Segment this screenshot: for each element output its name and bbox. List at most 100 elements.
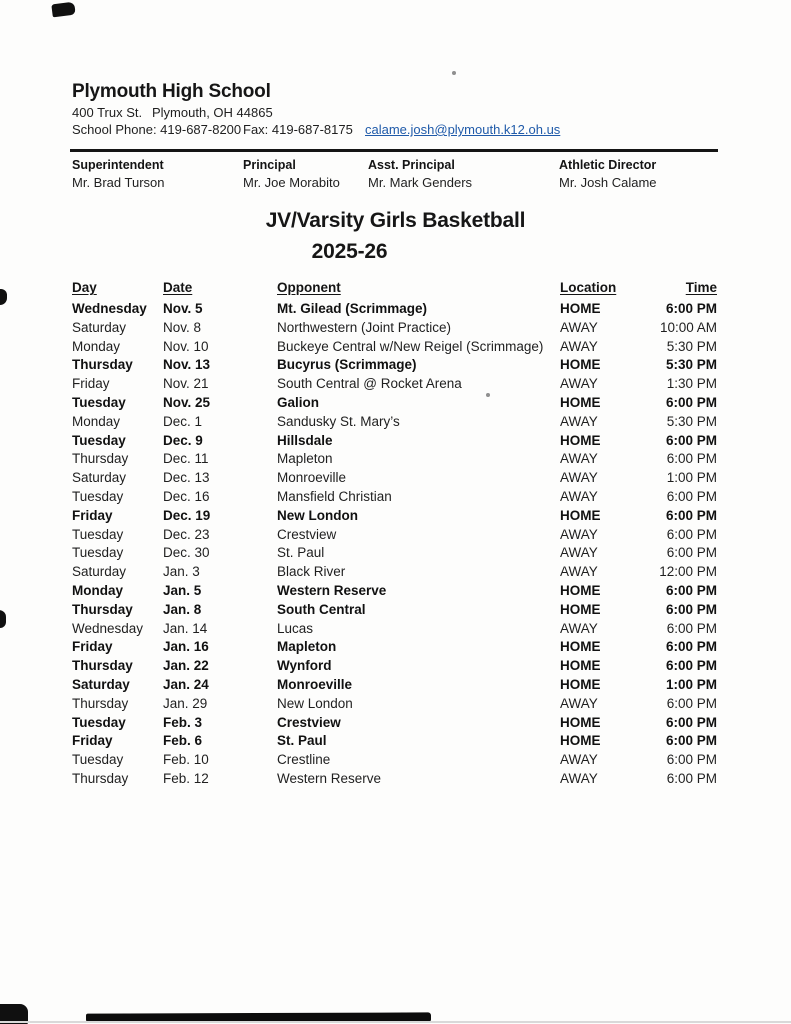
table-row: Friday Dec. 19 New London HOME 6:00 PM (72, 507, 717, 526)
cell-day: Saturday (72, 564, 127, 580)
school-phone: School Phone: 419-687-8200 (72, 122, 242, 137)
cell-time: 6:00 PM (665, 714, 717, 730)
staff-name: Mr. Joe Morabito (243, 175, 340, 190)
cell-time: 1:30 PM (666, 376, 717, 392)
column-header-time: Time (685, 280, 717, 295)
cell-time: 6:00 PM (666, 752, 717, 768)
cell-loc: HOME (560, 714, 601, 730)
cell-date: Dec. 19 (163, 507, 211, 523)
cell-day: Thursday (72, 695, 129, 711)
address-line: 400 Trux St. Plymouth, OH 44865 (72, 105, 273, 120)
staff-role: Asst. Principal (368, 158, 455, 172)
cell-day: Monday (72, 582, 124, 598)
cell-date: Dec. 23 (163, 526, 210, 542)
staff-name: Mr. Brad Turson (72, 175, 165, 190)
table-row: Tuesday Dec. 23 Crestview AWAY 6:00 PM (72, 526, 717, 545)
table-row: Saturday Dec. 13 Monroeville AWAY 1:00 PM (72, 469, 717, 488)
cell-loc: AWAY (560, 620, 598, 636)
column-header-date: Date (163, 280, 193, 295)
cell-time: 6:00 PM (665, 301, 717, 316)
cell-time: 6:00 PM (666, 620, 717, 636)
cell-date: Feb. 12 (163, 770, 209, 786)
cell-loc: HOME (560, 601, 601, 617)
cell-loc: AWAY (560, 752, 598, 768)
staff-role: Principal (243, 158, 296, 172)
staff-role: Athletic Director (559, 158, 657, 172)
cell-day: Thursday (72, 357, 133, 373)
cell-day: Friday (72, 507, 113, 523)
cell-loc: HOME (560, 507, 601, 523)
cell-time: 1:00 PM (665, 676, 717, 692)
cell-date: Jan. 8 (163, 601, 202, 617)
cell-opp: New London (277, 695, 353, 711)
table-row: Saturday Nov. 8 Northwestern (Joint Practi… (72, 319, 717, 338)
cell-loc: AWAY (560, 770, 598, 786)
cell-time: 6:00 PM (665, 582, 717, 598)
cell-date: Nov. 8 (163, 319, 202, 335)
table-row: Monday Dec. 1 Sandusky St. Mary’s AWAY 5:30 … (72, 413, 717, 432)
cell-opp: Northwestern (Joint Practice) (277, 319, 452, 335)
table-row: Tuesday Dec. 9 Hillsdale HOME 6:00 PM (72, 432, 717, 451)
scan-artifact-bottom-line (0, 1021, 791, 1023)
cell-date: Jan. 24 (163, 676, 209, 692)
cell-loc: AWAY (560, 545, 598, 561)
cell-day: Thursday (72, 601, 133, 617)
cell-opp: Crestview (277, 526, 337, 542)
cell-day: Tuesday (72, 394, 126, 410)
cell-date: Nov. 25 (163, 394, 211, 410)
cell-day: Wednesday (72, 301, 147, 316)
cell-loc: AWAY (560, 338, 598, 354)
cell-loc: AWAY (560, 376, 598, 392)
cell-loc: AWAY (560, 451, 598, 467)
column-header-opponent: Opponent (277, 280, 341, 295)
cell-date: Dec. 13 (163, 470, 210, 486)
cell-day: Friday (72, 376, 110, 392)
cell-opp: Crestview (277, 714, 341, 730)
cell-loc: HOME (560, 394, 601, 410)
cell-time: 6:00 PM (665, 507, 717, 523)
scan-artifact-left-edge-1 (0, 289, 7, 305)
cell-opp: Monroeville (277, 470, 347, 486)
cell-time: 5:30 PM (666, 413, 717, 429)
table-row: Tuesday Feb. 10 Crestline AWAY 6:00 PM (72, 751, 717, 770)
scan-artifact-left-edge-2 (0, 610, 6, 628)
cell-time: 6:00 PM (666, 488, 717, 504)
cell-loc: HOME (560, 639, 601, 655)
table-row: Tuesday Nov. 25 Galion HOME 6:00 PM (72, 394, 717, 413)
cell-date: Nov. 10 (163, 338, 209, 354)
cell-opp: Black River (277, 564, 346, 580)
staff-athletic-director: Athletic Director Mr. Josh Calame (559, 158, 657, 190)
table-row: Tuesday Dec. 16 Mansfield Christian AWAY 6:0… (72, 488, 717, 507)
cell-opp: South Central @ Rocket Arena (277, 376, 462, 392)
cell-opp: Western Reserve (277, 770, 382, 786)
staff-superintendent: Superintendent Mr. Brad Turson (72, 158, 164, 190)
table-row: Tuesday Dec. 30 St. Paul AWAY 6:00 PM (72, 544, 717, 563)
cell-loc: HOME (560, 582, 601, 598)
cell-day: Friday (72, 733, 113, 749)
cell-time: 6:00 PM (666, 526, 717, 542)
email-link[interactable]: calame.josh@plymouth.k12.oh.us (365, 122, 561, 137)
column-header-location: Location (560, 280, 617, 295)
cell-day: Tuesday (72, 545, 124, 561)
cell-time: 6:00 PM (665, 601, 717, 617)
cell-date: Nov. 13 (163, 357, 211, 373)
cell-time: 6:00 PM (666, 695, 717, 711)
schedule-rows: Wednesday Nov. 5 Mt. Gilead (Scrimmage) HOM… (72, 300, 717, 789)
cell-date: Jan. 22 (163, 658, 209, 674)
cell-opp: Hillsdale (277, 432, 333, 448)
table-row: Thursday Jan. 8 South Central HOME 6:00 PM (72, 601, 717, 620)
cell-day: Friday (72, 639, 113, 655)
header-divider (70, 149, 718, 152)
cell-date: Dec. 1 (163, 413, 203, 429)
page-title-season: 2025-26 (311, 240, 388, 263)
table-row: Thursday Jan. 29 New London AWAY 6:00 PM (72, 695, 717, 714)
table-row: Wednesday Jan. 14 Lucas AWAY 6:00 PM (72, 620, 717, 639)
cell-loc: AWAY (560, 319, 598, 335)
cell-date: Dec. 30 (163, 545, 210, 561)
cell-date: Feb. 3 (163, 714, 203, 730)
cell-opp: St. Paul (277, 733, 327, 749)
cell-loc: AWAY (560, 413, 598, 429)
table-row: Friday Feb. 6 St. Paul HOME 6:00 PM (72, 732, 717, 751)
cell-opp: Sandusky St. Mary’s (277, 413, 400, 429)
cell-loc: HOME (560, 301, 601, 316)
